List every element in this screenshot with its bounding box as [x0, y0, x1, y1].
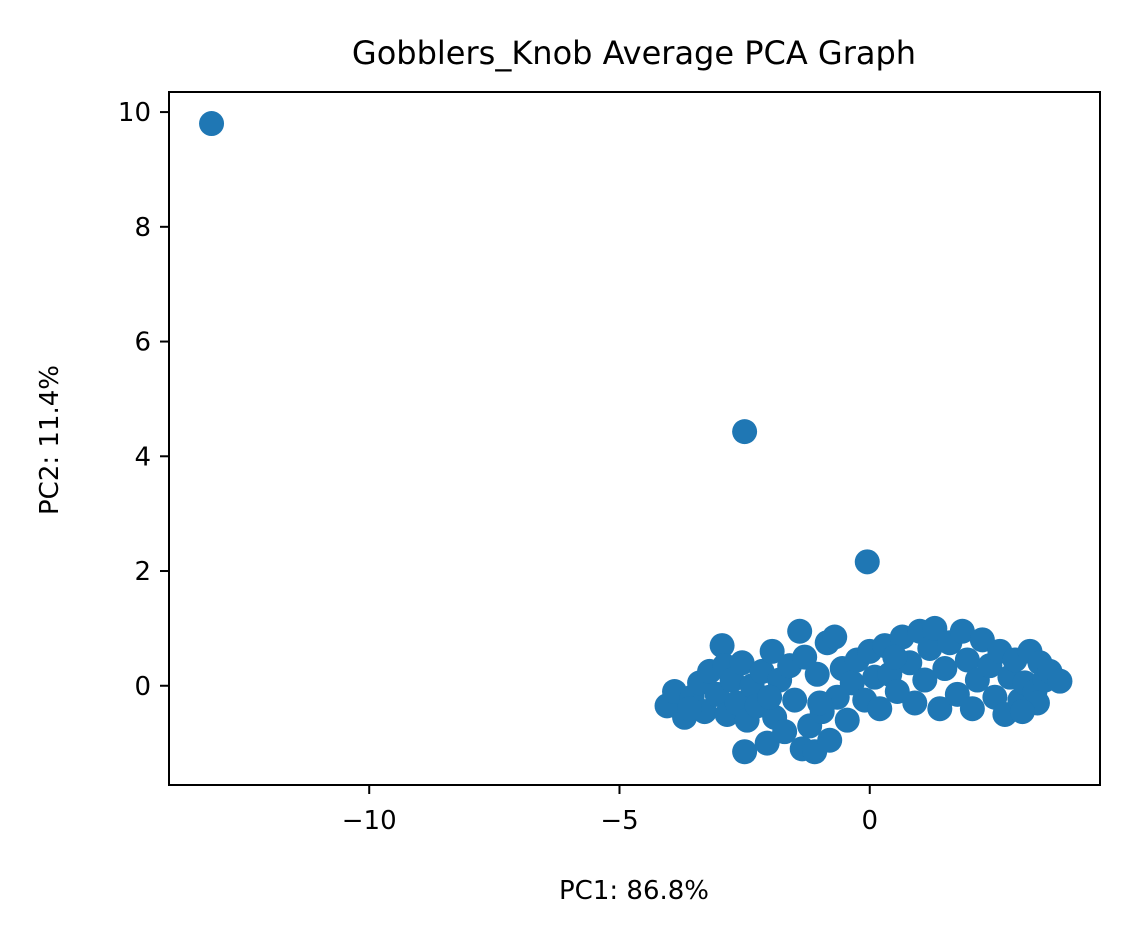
data-point	[807, 690, 833, 716]
data-point	[822, 624, 848, 650]
x-tick-label: −10	[342, 806, 397, 836]
data-point	[954, 647, 980, 673]
chart-title: Gobblers_Knob Average PCA Graph	[352, 34, 916, 72]
data-point	[912, 667, 938, 693]
data-point	[1047, 668, 1073, 694]
data-point	[787, 618, 813, 644]
data-point	[959, 696, 985, 722]
data-point	[677, 696, 703, 722]
data-point	[917, 635, 943, 661]
x-axis: −10 −5 0	[342, 785, 878, 836]
data-point	[1009, 699, 1035, 725]
x-tick-label: 0	[861, 806, 878, 836]
data-point	[729, 650, 755, 676]
data-point	[757, 684, 783, 710]
data-points	[199, 111, 1073, 765]
y-axis: 0 2 4 6 8 10	[118, 98, 169, 702]
data-point	[804, 661, 830, 687]
data-point	[732, 419, 758, 445]
data-point	[882, 644, 908, 670]
x-tick-label: −5	[600, 806, 638, 836]
data-point	[732, 739, 758, 765]
data-point	[839, 670, 865, 696]
data-point	[867, 696, 893, 722]
data-point	[709, 633, 735, 659]
y-tick-label: 8	[134, 213, 151, 243]
data-point	[817, 727, 843, 753]
data-point	[792, 644, 818, 670]
plot-frame	[168, 91, 1101, 786]
data-point	[772, 719, 798, 745]
data-point	[199, 111, 225, 137]
data-point	[902, 690, 928, 716]
y-tick-label: 6	[134, 328, 151, 358]
x-axis-title: PC1: 86.8%	[559, 876, 709, 906]
y-tick-label: 2	[134, 557, 151, 587]
y-tick-label: 4	[134, 442, 151, 472]
data-point	[834, 707, 860, 733]
data-point	[782, 687, 808, 713]
data-point	[854, 549, 880, 575]
data-point	[759, 638, 785, 664]
data-point	[927, 696, 953, 722]
y-axis-title: PC2: 11.4%	[35, 365, 65, 515]
y-tick-label: 10	[118, 98, 151, 128]
y-tick-label: 0	[134, 672, 151, 702]
data-point	[949, 618, 975, 644]
data-point	[932, 656, 958, 682]
